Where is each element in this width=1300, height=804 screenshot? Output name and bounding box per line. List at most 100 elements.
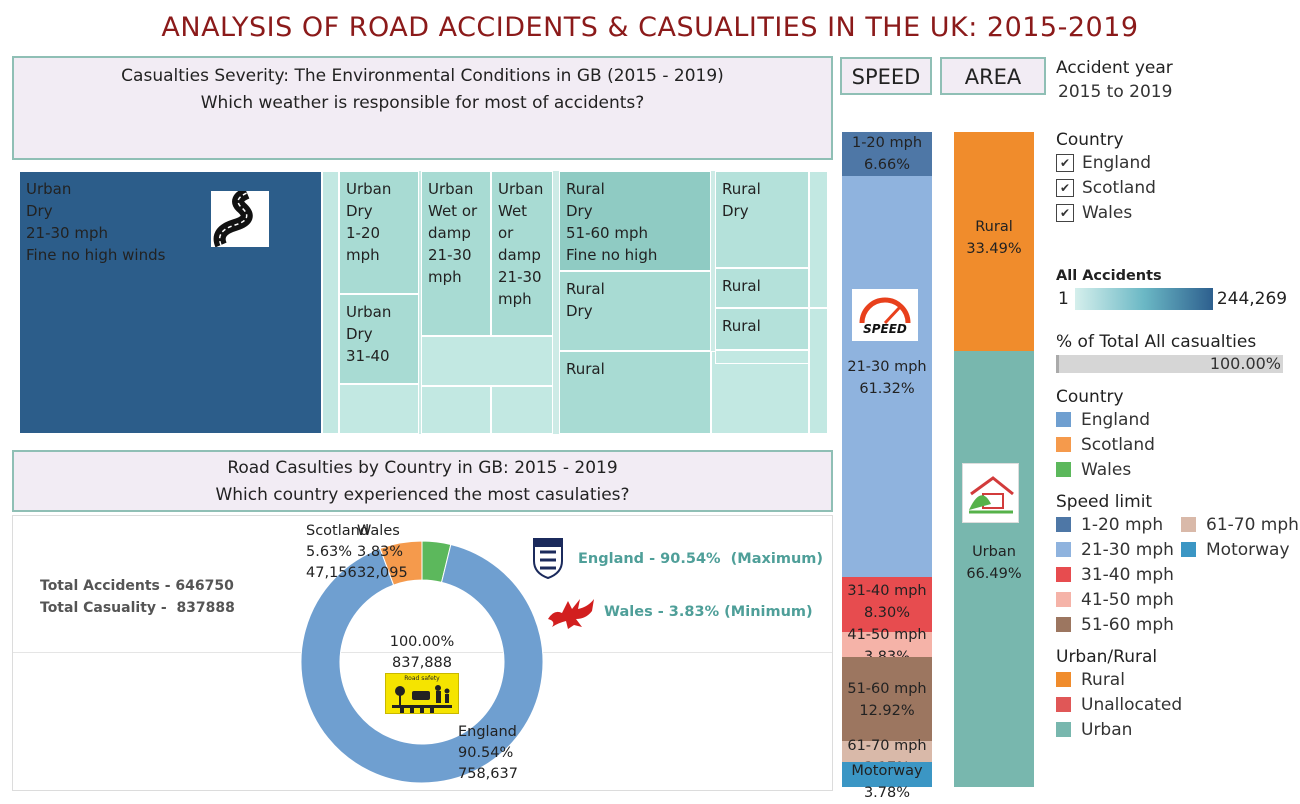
slice-pct-scotland: 5.63% xyxy=(306,544,353,560)
donut-panel-body xyxy=(12,515,833,791)
legend-swatch xyxy=(1056,517,1071,532)
slice-pct-england: 90.54% xyxy=(458,745,514,761)
legend-label: Wales xyxy=(1081,459,1132,480)
bar-segment-21-30-mph[interactable]: 21-30 mph 61.32% xyxy=(842,175,932,578)
bar-segment-rural[interactable]: Rural 33.49% xyxy=(954,132,1034,352)
bar-segment-41-50-mph[interactable]: 41-50 mph 3.83% xyxy=(842,627,932,665)
legend-item[interactable]: 61-70 mph xyxy=(1181,512,1300,537)
house-icon xyxy=(962,463,1019,523)
legend-label: 41-50 mph xyxy=(1081,589,1174,610)
bar-segment-label: 1-20 mph 6.66% xyxy=(851,135,923,173)
pct-total-fill xyxy=(1056,355,1283,373)
country-legend-title: Country xyxy=(1056,387,1124,407)
all-accidents-title: All Accidents xyxy=(1056,268,1162,284)
area-stacked-bar: Rural 33.49% Urban 66.49% xyxy=(954,132,1034,787)
donut-center-value: 837,888 xyxy=(392,655,452,671)
bar-segment-label: 51-60 mph 12.92% xyxy=(847,680,927,719)
treemap-cell-label: Rural Dry 51-60 mph Fine no high xyxy=(566,180,658,264)
legend-item[interactable]: England xyxy=(1056,407,1300,432)
total-accidents: Total Accidents - 646750 xyxy=(40,578,234,594)
legend-item[interactable]: Wales xyxy=(1056,457,1300,482)
bar-segment-motorway[interactable]: Motorway 3.78% xyxy=(842,762,932,801)
bar-segment-31-40-mph[interactable]: 31-40 mph 8.30% xyxy=(842,577,932,632)
legend-item[interactable]: Scotland xyxy=(1056,432,1300,457)
treemap-cell-small[interactable] xyxy=(421,336,553,386)
legend-item[interactable]: 51-60 mph xyxy=(1056,612,1181,637)
legend-swatch xyxy=(1056,567,1071,582)
callout-minimum: Wales - 3.83% (Minimum) xyxy=(604,604,813,620)
slice-name-scotland: Scotland xyxy=(306,523,370,539)
speedometer-icon: SPEED xyxy=(852,289,918,341)
slice-name-wales: Wales xyxy=(357,523,400,539)
donut-center-pct: 100.00% xyxy=(389,634,455,650)
filter-england[interactable]: ✔ England xyxy=(1056,150,1300,175)
road-safety-icon: Road safety xyxy=(385,673,459,714)
legend-swatch xyxy=(1056,412,1071,427)
panel-divider xyxy=(13,652,832,653)
treemap-cell-small[interactable] xyxy=(809,171,828,308)
legend-item[interactable]: Rural xyxy=(1056,667,1300,692)
legend-swatch xyxy=(1056,437,1071,452)
legend-swatch xyxy=(1056,722,1071,737)
legend-item[interactable]: Motorway xyxy=(1181,537,1300,562)
legend-label: Rural xyxy=(1081,669,1125,690)
slice-name-england: England xyxy=(458,724,517,740)
donut-panel-header: Road Casulties by Country in GB: 2015 - … xyxy=(12,450,833,512)
legend-swatch xyxy=(1181,542,1196,557)
donut-slice-scotland[interactable] xyxy=(379,540,423,586)
pct-total-bar[interactable]: 100.00% xyxy=(1056,355,1283,373)
treemap-cell[interactable]: Rural Dry xyxy=(559,271,711,351)
legend-item xyxy=(1181,612,1300,637)
treemap-cell-small[interactable] xyxy=(715,350,809,364)
legend-swatch xyxy=(1056,462,1071,477)
treemap-cell[interactable]: Urban Dry 1-20 mph xyxy=(339,171,419,294)
treemap-cell-label: Urban Wet or damp 21-30 mph xyxy=(428,180,478,286)
treemap-cell[interactable]: Rural xyxy=(715,308,809,350)
slice-value-wales: 32,095 xyxy=(357,565,408,581)
legend-item[interactable]: 31-40 mph xyxy=(1056,562,1181,587)
treemap-cell-small[interactable] xyxy=(339,384,419,434)
treemap-cell-small[interactable] xyxy=(491,386,553,434)
treemap-cell[interactable]: Urban Dry 31-40 xyxy=(339,294,419,384)
legend-item[interactable]: 41-50 mph xyxy=(1056,587,1181,612)
treemap-cell-small[interactable] xyxy=(809,308,828,434)
treemap-cell-small[interactable] xyxy=(711,351,809,434)
slice-value-scotland: 47,156 xyxy=(306,565,357,581)
total-casuality: Total Casuality - 837888 xyxy=(40,600,235,616)
treemap-cell-label: Rural xyxy=(722,317,761,335)
treemap-cell-small[interactable] xyxy=(421,386,491,434)
bar-segment-label: Rural 33.49% xyxy=(966,219,1022,257)
checkbox-wales[interactable]: ✔ xyxy=(1056,203,1074,222)
treemap-cell[interactable]: Urban Wet or damp 21-30 mph xyxy=(491,171,553,336)
checkbox-scotland[interactable]: ✔ xyxy=(1056,178,1074,197)
treemap-chart: Urban Dry 21-30 mph Fine no high winds Ur… xyxy=(19,171,828,434)
legend-item[interactable]: 1-20 mph xyxy=(1056,512,1181,537)
treemap-cell-label: Urban Wet or damp 21-30 mph xyxy=(498,180,544,308)
bar-segment-1-20-mph[interactable]: 1-20 mph 6.66% xyxy=(842,132,932,176)
accident-year-title: Accident year xyxy=(1056,58,1173,78)
speed-legend-title: Speed limit xyxy=(1056,492,1153,512)
checkbox-england[interactable]: ✔ xyxy=(1056,153,1074,172)
legend-item[interactable]: Urban xyxy=(1056,717,1300,742)
treemap-cell[interactable]: Rural Dry 51-60 mph Fine no high xyxy=(559,171,711,271)
filter-wales[interactable]: ✔ Wales xyxy=(1056,200,1300,225)
treemap-cell[interactable]: Urban Dry 21-30 mph Fine no high winds xyxy=(19,171,322,434)
bar-segment-61-70-mph[interactable]: 61-70 mph 3.17% xyxy=(842,738,932,776)
treemap-cell[interactable]: Rural xyxy=(715,268,809,308)
legend-swatch xyxy=(1181,517,1196,532)
legend-item[interactable]: Unallocated xyxy=(1056,692,1300,717)
legend-item xyxy=(1181,587,1300,612)
treemap-cell[interactable]: Rural Dry xyxy=(715,171,809,268)
treemap-cell-label: Urban Dry 31-40 xyxy=(346,303,392,365)
bar-segment-urban[interactable]: Urban 66.49% xyxy=(954,351,1034,787)
bar-segment-51-60-mph[interactable]: 51-60 mph 12.92% xyxy=(842,656,932,742)
treemap-cell-small[interactable] xyxy=(322,171,339,434)
accident-year-value[interactable]: 2015 to 2019 xyxy=(1058,82,1173,102)
treemap-cell[interactable]: Rural xyxy=(559,351,711,434)
treemap-cell[interactable]: Urban Wet or damp 21-30 mph xyxy=(421,171,491,336)
filter-label: Wales xyxy=(1082,202,1133,223)
filter-scotland[interactable]: ✔ Scotland xyxy=(1056,175,1300,200)
donut-slice-england[interactable] xyxy=(300,543,544,784)
legend-item[interactable]: 21-30 mph xyxy=(1056,537,1181,562)
legend-label: England xyxy=(1081,409,1151,430)
